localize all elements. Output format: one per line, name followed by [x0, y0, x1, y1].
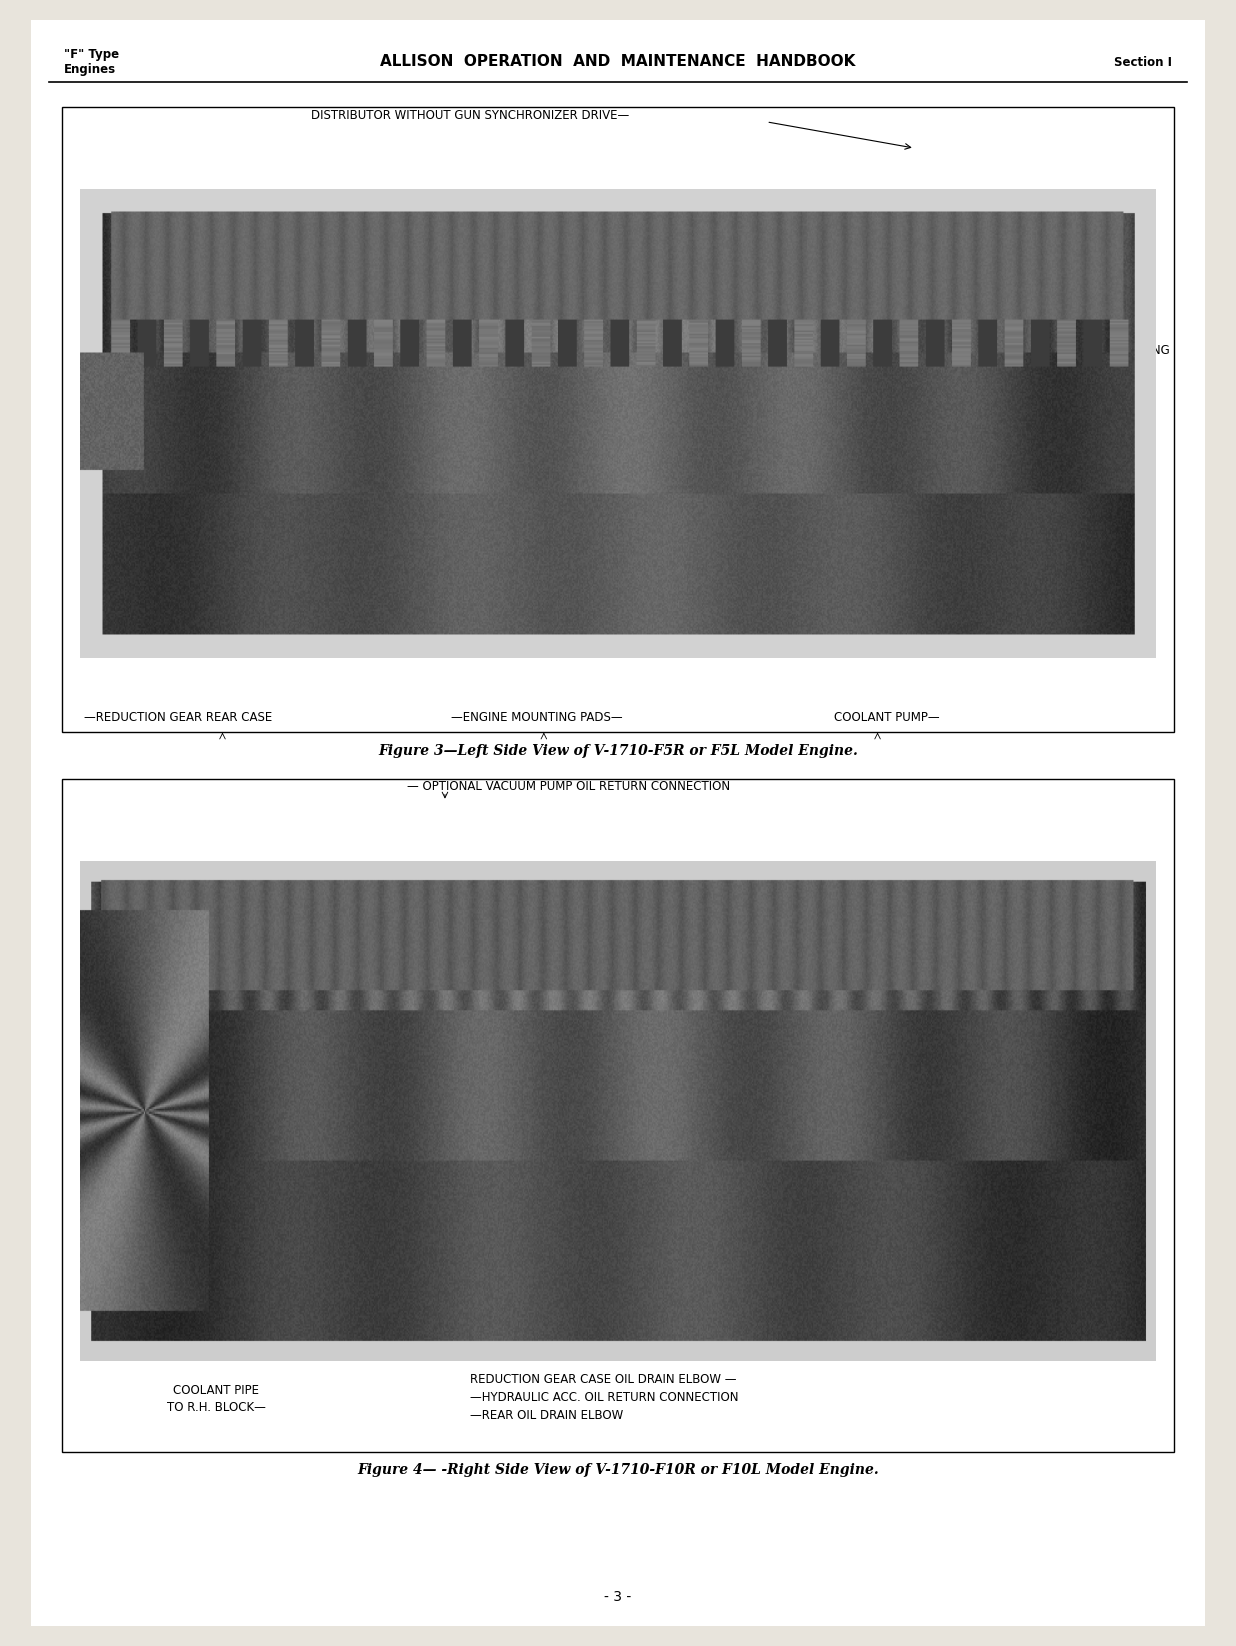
Text: NOZZLE: NOZZLE — [1082, 328, 1130, 341]
Text: — OPTIONAL VACUUM PUMP OIL RETURN CONNECTION: — OPTIONAL VACUUM PUMP OIL RETURN CONNEC… — [407, 780, 730, 793]
Text: Section I: Section I — [1114, 56, 1172, 69]
Text: COOLANT PIPE: COOLANT PIPE — [173, 1384, 260, 1397]
Text: —REDUCTION GEAR REAR CASE: —REDUCTION GEAR REAR CASE — [84, 711, 272, 724]
Text: DISTRIBUTOR WITHOUT GUN SYNCHRONIZER DRIVE—: DISTRIBUTOR WITHOUT GUN SYNCHRONIZER DRI… — [310, 109, 629, 122]
Text: - 3 -: - 3 - — [604, 1590, 632, 1603]
Text: TO R.H. BLOCK—: TO R.H. BLOCK— — [167, 1401, 266, 1414]
Text: ELBOW—: ELBOW— — [84, 207, 138, 221]
Text: Figure 3—Left Side View of V-1710-F5R or F5L Model Engine.: Figure 3—Left Side View of V-1710-F5R or… — [378, 744, 858, 759]
Text: STRAINER—: STRAINER— — [84, 1123, 153, 1136]
Text: Engines: Engines — [64, 63, 116, 76]
Text: —CARB.: —CARB. — [1082, 311, 1130, 324]
Text: ACCELERATING: ACCELERATING — [1082, 344, 1170, 357]
Text: COOLANT OUTLET: COOLANT OUTLET — [84, 191, 192, 204]
Text: REDUCTION GEAR CASE OIL DRAIN ELBOW —: REDUCTION GEAR CASE OIL DRAIN ELBOW — — [470, 1373, 737, 1386]
Text: OIL: OIL — [84, 1106, 103, 1119]
Text: ALLISON  OPERATION  AND  MAINTENANCE  HANDBOOK: ALLISON OPERATION AND MAINTENANCE HANDBO… — [381, 54, 855, 69]
Bar — [62, 779, 1174, 1452]
Text: Figure 4— -Right Side View of V-1710-F10R or F10L Model Engine.: Figure 4— -Right Side View of V-1710-F10… — [357, 1463, 879, 1478]
Bar — [62, 107, 1174, 732]
Text: PUMP: PUMP — [1082, 360, 1114, 374]
Text: COOLANT PUMP—: COOLANT PUMP— — [834, 711, 939, 724]
Text: —HYDRAULIC ACC. OIL RETURN CONNECTION: —HYDRAULIC ACC. OIL RETURN CONNECTION — [470, 1391, 738, 1404]
Text: "F" Type: "F" Type — [64, 48, 120, 61]
Text: —REAR OIL DRAIN ELBOW: —REAR OIL DRAIN ELBOW — [470, 1409, 623, 1422]
Text: —ENGINE MOUNTING PADS—: —ENGINE MOUNTING PADS— — [451, 711, 623, 724]
